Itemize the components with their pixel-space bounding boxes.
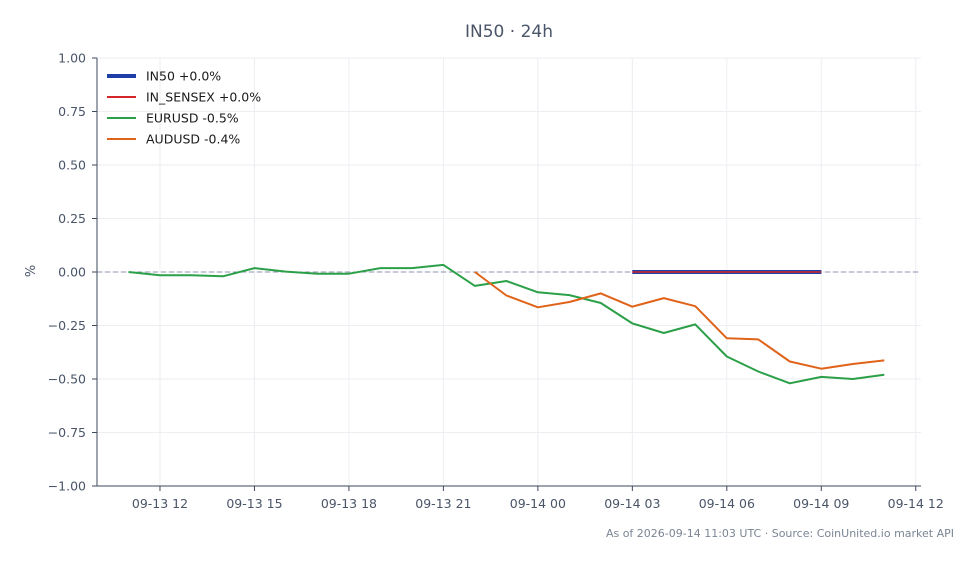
x-tick-label: 09-14 03 [604,496,660,511]
legend-label: AUDUSD -0.4% [146,132,240,147]
y-tick-label: −1.00 [48,479,86,494]
series-line-4 [474,271,885,370]
y-tick-label: 0.25 [58,211,86,226]
x-axis-ticks: 09-13 12 09-13 15 09-13 18 09-13 21 09-14 00… [132,486,944,511]
y-tick-label: −0.25 [48,318,86,333]
x-tick-label: 09-13 18 [321,496,377,511]
y-tick-label: 0.00 [58,265,86,280]
y-tick-label: 1.00 [58,51,86,66]
x-tick-label: 09-14 06 [699,496,755,511]
legend-label: EURUSD -0.5% [146,111,239,126]
x-tick-label: 09-14 09 [793,496,849,511]
x-tick-label: 09-13 15 [226,496,282,511]
legend-label: IN_SENSEX +0.0% [146,90,261,105]
legend-label: IN50 +0.0% [146,69,221,84]
footer-source: As of 2026-09-14 11:03 UTC · Source: Coi… [606,527,954,540]
x-tick-label: 09-14 12 [888,496,944,511]
y-tick-label: −0.75 [48,425,86,440]
y-tick-label: 0.75 [58,104,86,119]
legend: IN50 +0.0% IN_SENSEX +0.0% EURUSD -0.5% AUD… [107,69,261,147]
x-tick-label: 09-13 21 [415,496,471,511]
x-tick-label: 09-13 12 [132,496,188,511]
y-axis-label: % [24,265,39,277]
series-group [128,263,885,385]
chart-title: IN50 · 24h [465,22,553,42]
x-tick-label: 09-14 00 [510,496,566,511]
y-axis-ticks: 1.00 0.75 0.50 0.25 0.00 −0.25 −0.50 −0.75 −1.00 [48,51,97,494]
y-tick-label: −0.50 [48,372,86,387]
series-line-3 [128,263,885,385]
y-tick-label: 0.50 [58,158,86,173]
